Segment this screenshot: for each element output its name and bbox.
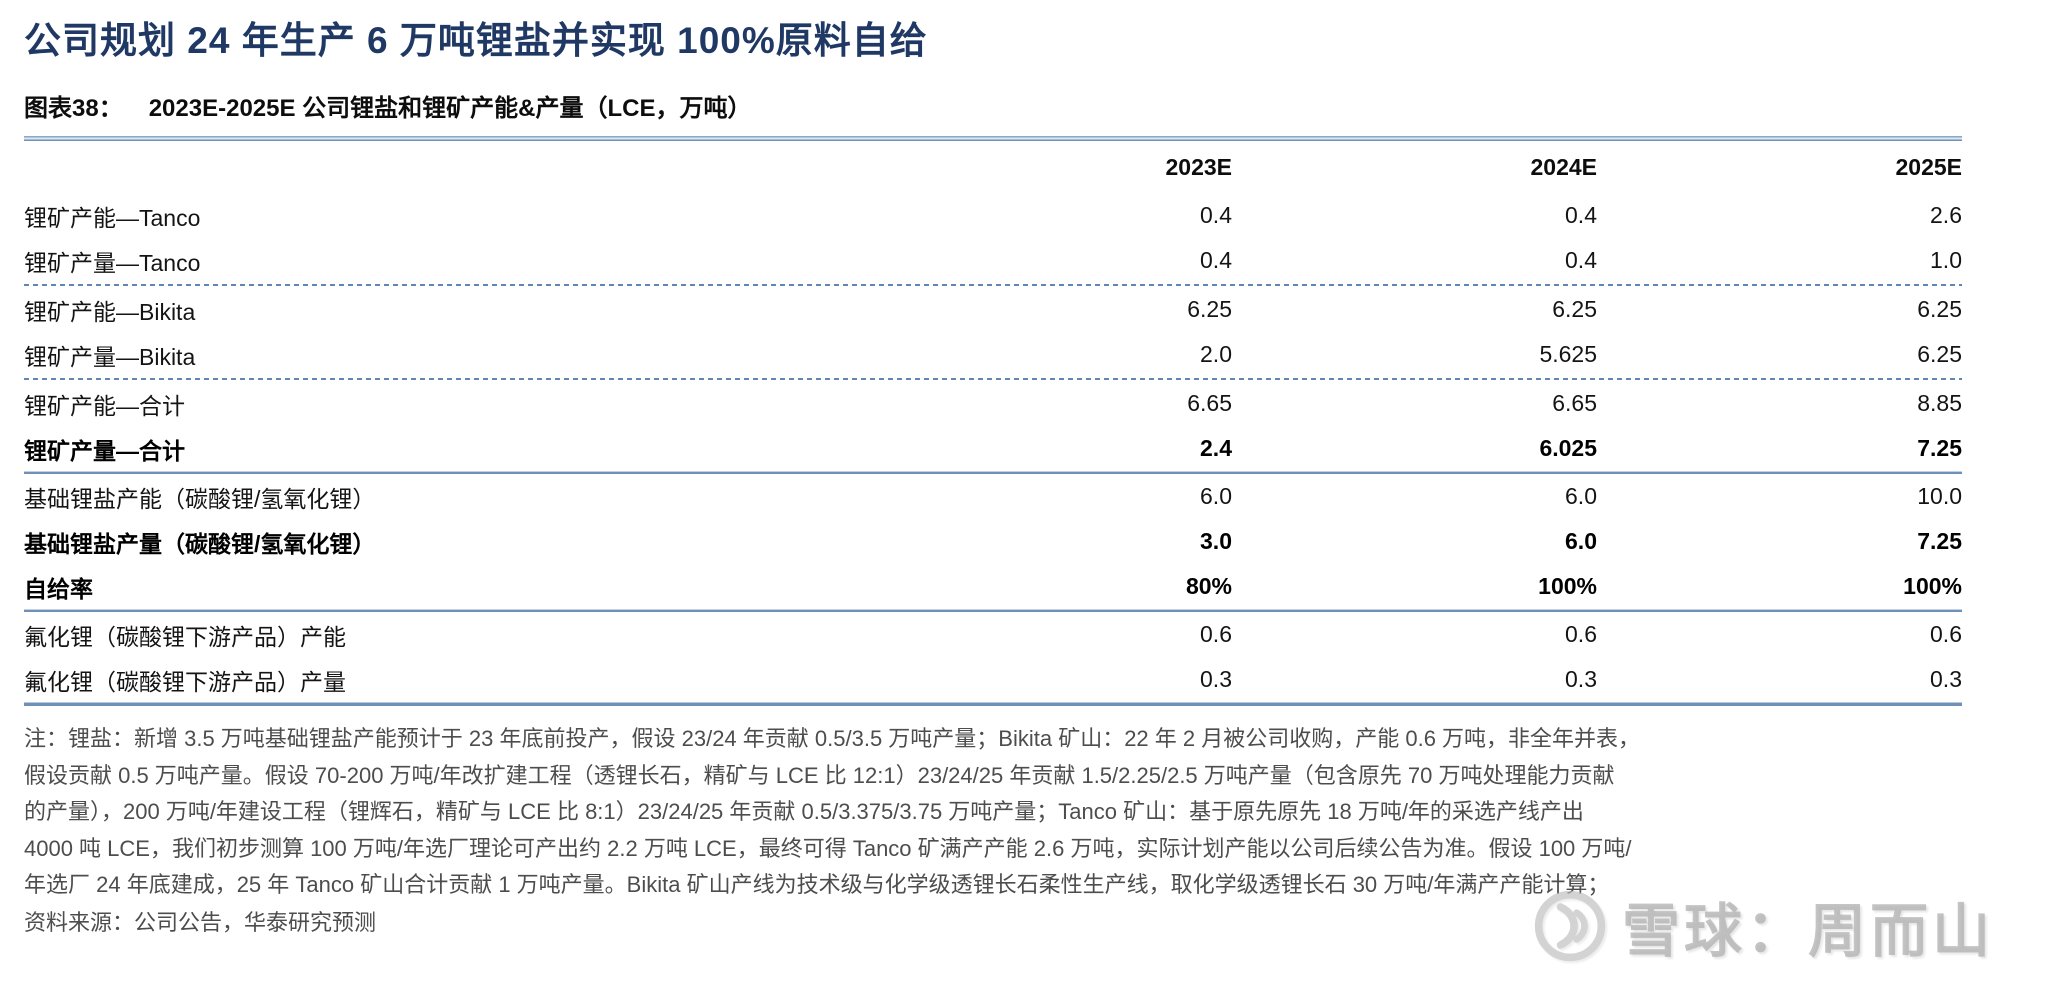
table-row: 锂矿产能—Tanco 0.4 0.4 2.6 bbox=[24, 193, 1962, 238]
footnote-line: 注：锂盐：新增 3.5 万吨基础锂盐产能预计于 23 年底前投产，假设 23/2… bbox=[24, 726, 1641, 751]
row-value: 0.3 bbox=[1200, 666, 1232, 692]
footnote-line: 的产量），200 万吨/年建设工程（锂辉石，精矿与 LCE 比 8:1）23/2… bbox=[24, 799, 1584, 824]
row-label: 氟化锂（碳酸锂下游产品）产能 bbox=[24, 623, 346, 650]
row-label: 自给率 bbox=[24, 575, 93, 602]
row-value: 7.25 bbox=[1917, 435, 1962, 461]
row-value: 3.0 bbox=[1200, 528, 1232, 554]
table-row: 锂矿产量—Tanco 0.4 0.4 1.0 bbox=[24, 238, 1962, 283]
table-row: 锂矿产量—Bikita 2.0 5.625 6.25 bbox=[24, 332, 1962, 377]
column-header-2024e: 2024E bbox=[1530, 153, 1597, 180]
row-value: 6.25 bbox=[1917, 296, 1962, 322]
dotted-separator bbox=[24, 378, 1962, 380]
row-label: 锂矿产量—Tanco bbox=[24, 249, 201, 276]
table-row: 氟化锂（碳酸锂下游产品）产量 0.3 0.3 0.3 bbox=[24, 657, 1962, 702]
table-header-row: 2023E 2024E 2025E bbox=[24, 141, 1962, 193]
row-value: 6.0 bbox=[1200, 483, 1232, 509]
row-value: 100% bbox=[1903, 573, 1962, 599]
row-value: 0.4 bbox=[1200, 247, 1232, 273]
row-value: 0.3 bbox=[1930, 666, 1962, 692]
footnotes: 注：锂盐：新增 3.5 万吨基础锂盐产能预计于 23 年底前投产，假设 23/2… bbox=[24, 721, 1962, 904]
row-value: 6.25 bbox=[1187, 296, 1232, 322]
table-bottom-rule bbox=[24, 702, 1962, 706]
footnote-line: 4000 吨 LCE，我们初步测算 100 万吨/年选厂理论可产出约 2.2 万… bbox=[24, 835, 1632, 861]
column-header-2025e: 2025E bbox=[1895, 153, 1962, 180]
row-value: 6.65 bbox=[1552, 390, 1597, 416]
row-label: 锂矿产能—Bikita bbox=[24, 298, 196, 325]
row-value: 1.0 bbox=[1930, 247, 1962, 273]
table-row: 锂矿产能—Bikita 6.25 6.25 6.25 bbox=[24, 287, 1962, 332]
solid-separator bbox=[24, 609, 1962, 612]
row-value: 6.0 bbox=[1565, 483, 1597, 509]
report-page: 公司规划 24 年生产 6 万吨锂盐并实现 100%原料自给 图表38： 2023… bbox=[24, 16, 1962, 941]
row-value: 100% bbox=[1538, 573, 1597, 599]
row-value: 6.65 bbox=[1187, 390, 1232, 416]
row-value: 2.0 bbox=[1200, 341, 1232, 367]
row-value: 5.625 bbox=[1539, 341, 1597, 367]
table-row: 锂矿产量—合计 2.4 6.025 7.25 bbox=[24, 426, 1962, 471]
row-label: 锂矿产能—合计 bbox=[24, 392, 185, 419]
row-value: 80% bbox=[1185, 573, 1232, 599]
row-value: 0.6 bbox=[1930, 621, 1962, 647]
footnote-line: 年选厂 24 年底建成，25 年 Tanco 矿山合计贡献 1 万吨产量。Bik… bbox=[24, 872, 1610, 897]
row-value: 2.6 bbox=[1930, 202, 1962, 228]
row-value: 6.25 bbox=[1552, 296, 1597, 322]
row-value: 0.3 bbox=[1565, 666, 1597, 692]
row-value: 2.4 bbox=[1200, 435, 1232, 461]
solid-separator bbox=[24, 471, 1962, 474]
table-row: 锂矿产能—合计 6.65 6.65 8.85 bbox=[24, 381, 1962, 426]
column-header-2023e: 2023E bbox=[1165, 153, 1232, 180]
capacity-table: 2023E 2024E 2025E 锂矿产能—Tanco 0.4 0.4 2.6 锂矿产… bbox=[24, 136, 1962, 706]
row-label: 基础锂盐产量（碳酸锂/氢氧化锂） bbox=[24, 530, 376, 557]
row-value: 0.4 bbox=[1200, 202, 1232, 228]
table-top-rule bbox=[24, 136, 1962, 141]
table-row: 基础锂盐产量（碳酸锂/氢氧化锂） 3.0 6.0 7.25 bbox=[24, 519, 1962, 564]
row-label: 基础锂盐产能（碳酸锂/氢氧化锂） bbox=[24, 485, 376, 512]
footnote-line: 假设贡献 0.5 万吨产量。假设 70-200 万吨/年改扩建工程（透锂长石，精… bbox=[24, 762, 1615, 788]
row-value: 6.25 bbox=[1917, 341, 1962, 367]
row-value: 6.0 bbox=[1565, 528, 1597, 554]
row-label: 锂矿产量—Bikita bbox=[24, 343, 196, 370]
row-value: 6.025 bbox=[1539, 435, 1597, 461]
row-value: 10.0 bbox=[1917, 483, 1962, 509]
figure-caption-title: 2023E-2025E 公司锂盐和锂矿产能&产量（LCE，万吨） bbox=[148, 95, 752, 122]
source-line: 资料来源：公司公告，华泰研究预测 bbox=[24, 909, 377, 935]
row-value: 0.6 bbox=[1200, 621, 1232, 647]
figure-caption: 图表38： 2023E-2025E 公司锂盐和锂矿产能&产量（LCE，万吨） bbox=[24, 94, 1962, 124]
row-label: 氟化锂（碳酸锂下游产品）产量 bbox=[24, 668, 346, 695]
row-value: 0.6 bbox=[1565, 621, 1597, 647]
table-row: 自给率 80% 100% 100% bbox=[24, 564, 1962, 609]
row-label: 锂矿产量—合计 bbox=[24, 437, 185, 464]
page-title: 公司规划 24 年生产 6 万吨锂盐并实现 100%原料自给 bbox=[24, 20, 928, 61]
row-value: 0.4 bbox=[1565, 202, 1597, 228]
row-label: 锂矿产能—Tanco bbox=[24, 204, 201, 231]
table-body: 锂矿产能—Tanco 0.4 0.4 2.6 锂矿产量—Tanco 0.4 0.4 1.0 锂矿… bbox=[24, 193, 1962, 702]
dotted-separator bbox=[24, 284, 1962, 286]
figure-caption-label: 图表38： bbox=[24, 95, 123, 122]
row-value: 8.85 bbox=[1917, 390, 1962, 416]
row-value: 7.25 bbox=[1917, 528, 1962, 554]
table-row: 基础锂盐产能（碳酸锂/氢氧化锂） 6.0 6.0 10.0 bbox=[24, 474, 1962, 519]
row-value: 0.4 bbox=[1565, 247, 1597, 273]
table-row: 氟化锂（碳酸锂下游产品）产能 0.6 0.6 0.6 bbox=[24, 612, 1962, 657]
